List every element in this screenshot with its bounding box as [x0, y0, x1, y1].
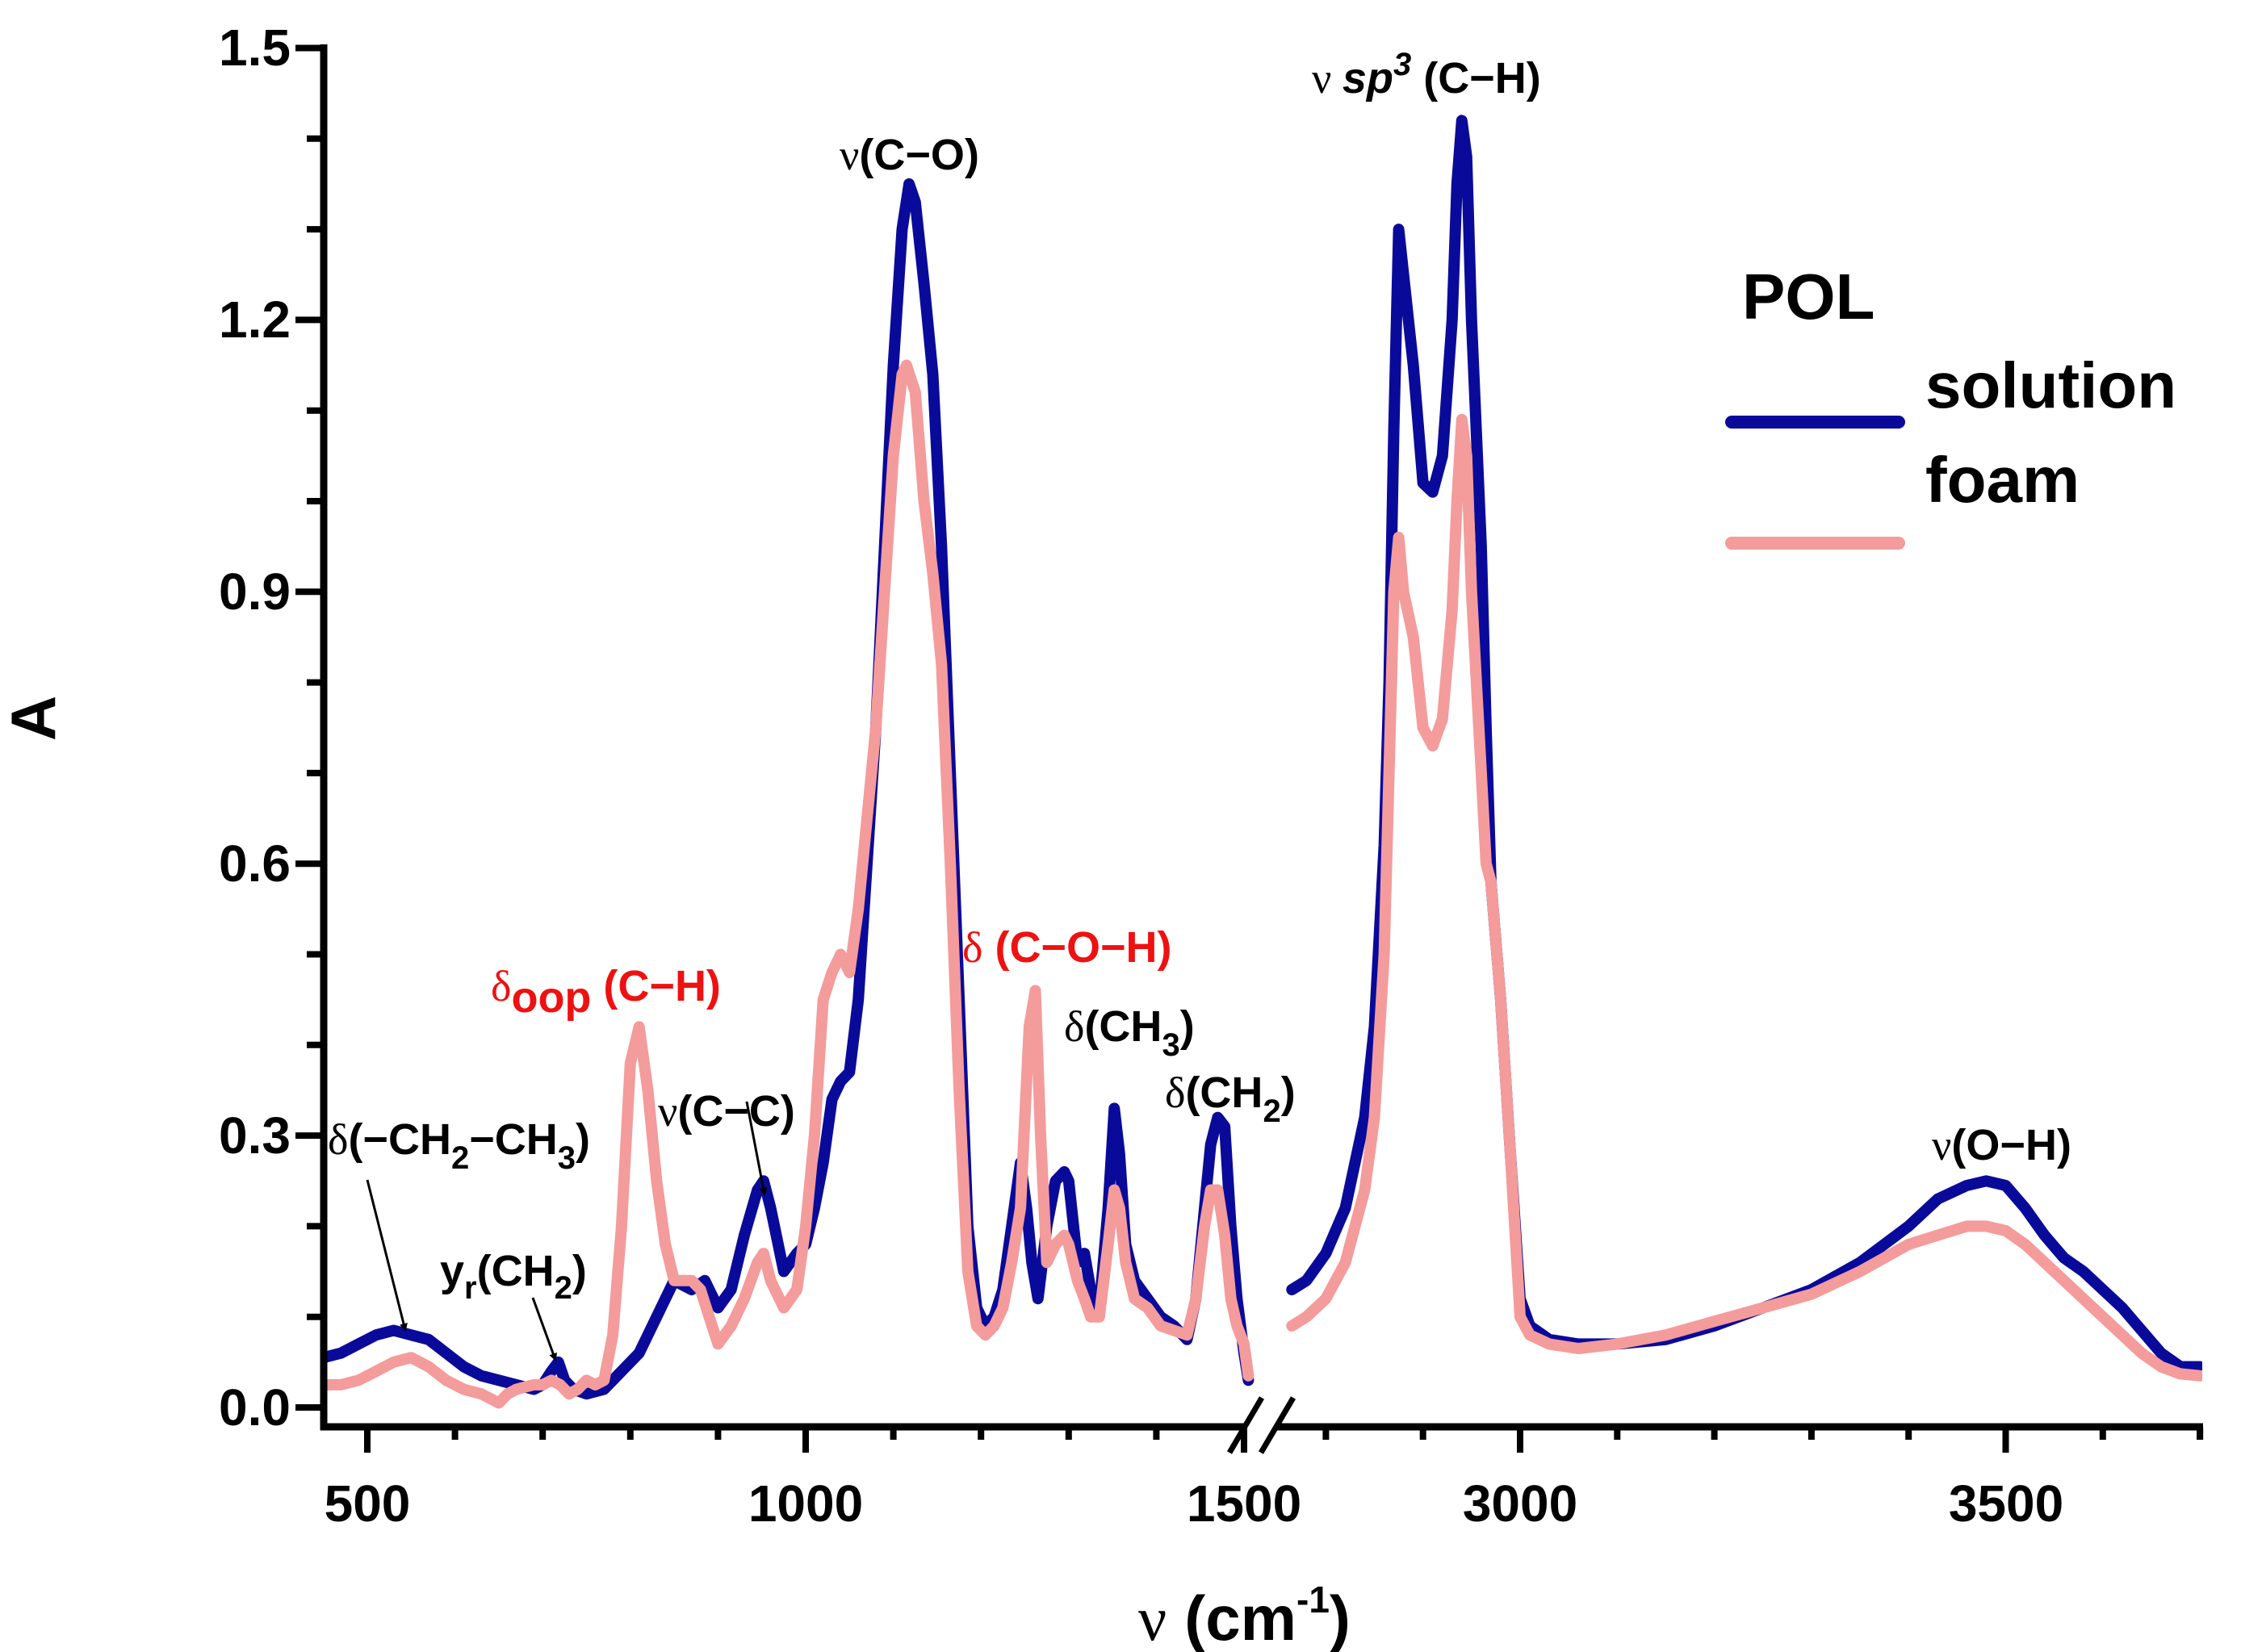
annotations: δ(−CH2−CH3) yr(CH2) ν(C−C) δoop (C−H) ν(… [328, 47, 2071, 1361]
annotation-yr-ch2: yr(CH2) [440, 1247, 587, 1306]
annotation-delta-ch2: δ(CH2) [1165, 1069, 1296, 1129]
annotation-nu-cc: ν(C−C) [658, 1087, 795, 1135]
x-tick-label: 3000 [1463, 1474, 1577, 1533]
x-tick-label: 500 [325, 1474, 411, 1533]
series-line-foam [325, 359, 1255, 1409]
x-axis-title-close: ) [1330, 1583, 1351, 1652]
x-tick-labels: 500 1000 1500 3000 3500 [325, 1474, 2064, 1533]
y-tick-labels: 0.0 0.3 0.6 0.9 1.2 1.5 [219, 19, 291, 1437]
annotation-arrow [366, 1179, 408, 1332]
y-ticks [295, 44, 324, 1411]
annotation-arrow [745, 1101, 768, 1196]
x-tick-label: 3500 [1949, 1474, 2063, 1533]
y-tick-label: 0.6 [219, 834, 291, 893]
y-tick-label: 0.9 [219, 563, 291, 621]
series-line-foam [1286, 413, 2202, 1382]
annotation-nu-sp3-ch: ν sp3 (C−H) [1312, 47, 1541, 102]
annotation-delta-ch3: δ(CH3) [1064, 1002, 1195, 1063]
series-line-solution [325, 178, 1255, 1400]
y-tick-label: 1.5 [219, 19, 291, 77]
legend-label-solution: solution [1925, 349, 2176, 421]
annotation-nu-oh: ν(O−H) [1932, 1121, 2071, 1169]
annotation-delta-coh: δ (C−O−H) [962, 923, 1172, 972]
y-tick-label: 0.0 [219, 1378, 291, 1437]
series-layer [325, 115, 2202, 1409]
x-ticks [364, 1427, 2204, 1453]
x-tick-label: 1500 [1187, 1474, 1301, 1533]
annotation-delta-oop-ch: δoop (C−H) [491, 962, 721, 1022]
y-tick-label: 0.3 [219, 1106, 291, 1165]
y-tick-label: 1.2 [219, 291, 291, 349]
axis-break-slash [1258, 1396, 1296, 1454]
legend: POL solution foam [1725, 261, 2176, 550]
annotation-delta-ch2-ch3: δ(−CH2−CH3) [328, 1115, 590, 1176]
x-axis-title-exponent: -1 [1296, 1579, 1330, 1621]
legend-title: POL [1742, 261, 1874, 332]
axis-break-slash [1226, 1396, 1265, 1454]
annotation-arrow [531, 1297, 557, 1361]
y-axis-title: A [0, 696, 69, 741]
x-axis-title: ν (cm-1) [1138, 1579, 1351, 1652]
x-axis-title-symbol: ν [1138, 1583, 1167, 1652]
x-axis-title-unit: (cm [1184, 1583, 1296, 1652]
axes [295, 44, 2204, 1454]
x-tick-label: 1000 [748, 1474, 863, 1533]
legend-label-foam: foam [1925, 444, 2080, 516]
annotation-nu-co: ν(C−O) [840, 131, 979, 179]
